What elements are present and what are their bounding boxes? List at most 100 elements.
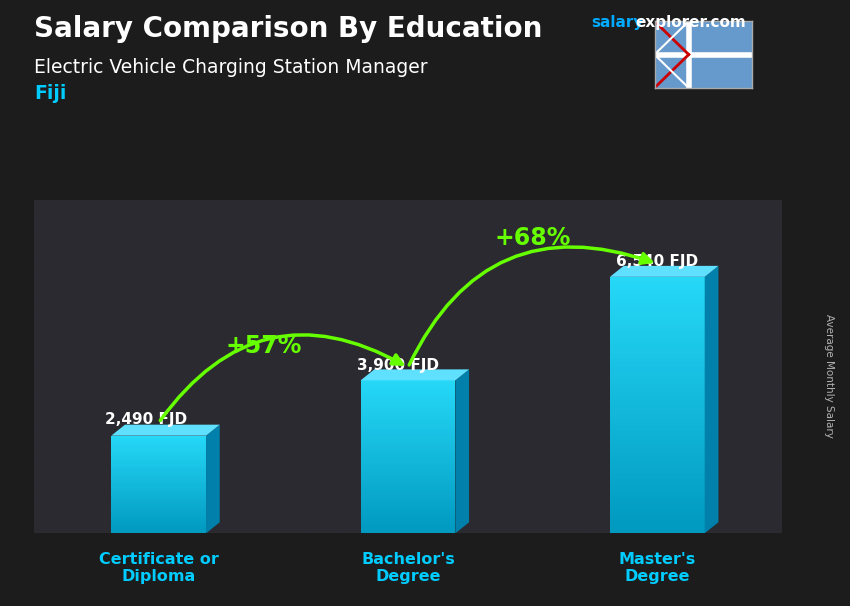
- Text: Average Monthly Salary: Average Monthly Salary: [824, 314, 834, 438]
- Bar: [610, 529, 705, 533]
- Bar: [360, 525, 456, 528]
- Bar: [111, 455, 206, 457]
- Bar: [111, 467, 206, 468]
- Polygon shape: [456, 370, 469, 533]
- Bar: [360, 528, 456, 531]
- Bar: [610, 298, 705, 302]
- Bar: [111, 517, 206, 519]
- Bar: [610, 456, 705, 461]
- Bar: [360, 403, 456, 406]
- Bar: [360, 441, 456, 444]
- Bar: [610, 435, 705, 439]
- Bar: [111, 468, 206, 470]
- Bar: [610, 413, 705, 418]
- Bar: [610, 281, 705, 285]
- Bar: [610, 521, 705, 525]
- Bar: [111, 478, 206, 479]
- Bar: [610, 401, 705, 405]
- Bar: [360, 424, 456, 426]
- Bar: [360, 508, 456, 510]
- Bar: [360, 515, 456, 518]
- Bar: [610, 324, 705, 328]
- Text: 3,900 FJD: 3,900 FJD: [357, 358, 439, 373]
- Bar: [360, 426, 456, 429]
- Bar: [610, 431, 705, 435]
- Bar: [360, 487, 456, 490]
- Bar: [111, 445, 206, 447]
- Text: explorer.com: explorer.com: [636, 15, 746, 30]
- Bar: [111, 473, 206, 474]
- Bar: [610, 418, 705, 422]
- Bar: [111, 439, 206, 441]
- Bar: [360, 464, 456, 467]
- Bar: [111, 479, 206, 481]
- Polygon shape: [111, 425, 220, 436]
- Bar: [610, 503, 705, 508]
- Bar: [360, 510, 456, 513]
- Bar: [360, 406, 456, 408]
- Bar: [610, 302, 705, 307]
- Bar: [360, 390, 456, 393]
- Bar: [111, 441, 206, 442]
- Bar: [111, 452, 206, 453]
- Text: Salary Comparison By Education: Salary Comparison By Education: [34, 15, 542, 43]
- Bar: [360, 518, 456, 521]
- Bar: [360, 454, 456, 457]
- Bar: [111, 450, 206, 452]
- Bar: [610, 396, 705, 401]
- Bar: [360, 398, 456, 401]
- Bar: [610, 388, 705, 392]
- Bar: [610, 448, 705, 452]
- Bar: [111, 442, 206, 444]
- Bar: [360, 521, 456, 523]
- Bar: [610, 285, 705, 290]
- Bar: [111, 447, 206, 448]
- Bar: [610, 525, 705, 529]
- Bar: [360, 457, 456, 459]
- Bar: [111, 527, 206, 528]
- Bar: [111, 448, 206, 450]
- Bar: [360, 495, 456, 498]
- Bar: [610, 482, 705, 486]
- Bar: [610, 332, 705, 337]
- Bar: [111, 484, 206, 486]
- Bar: [610, 358, 705, 362]
- Bar: [111, 444, 206, 445]
- Bar: [610, 319, 705, 324]
- Bar: [610, 465, 705, 469]
- Bar: [610, 328, 705, 333]
- Bar: [111, 530, 206, 531]
- Bar: [111, 483, 206, 484]
- Bar: [610, 392, 705, 396]
- Bar: [111, 520, 206, 522]
- Bar: [111, 481, 206, 483]
- Bar: [111, 510, 206, 512]
- Bar: [360, 505, 456, 508]
- Bar: [610, 311, 705, 315]
- Bar: [610, 494, 705, 499]
- Bar: [610, 277, 705, 281]
- Bar: [360, 482, 456, 485]
- Bar: [111, 504, 206, 505]
- Bar: [610, 439, 705, 444]
- Bar: [111, 507, 206, 509]
- Bar: [111, 531, 206, 533]
- Polygon shape: [705, 266, 718, 533]
- Text: +57%: +57%: [225, 334, 302, 358]
- Bar: [360, 462, 456, 464]
- Bar: [610, 336, 705, 341]
- Bar: [360, 428, 456, 431]
- Bar: [111, 458, 206, 460]
- Bar: [111, 501, 206, 502]
- Bar: [111, 494, 206, 496]
- Bar: [610, 452, 705, 456]
- Bar: [111, 436, 206, 438]
- Bar: [610, 315, 705, 319]
- Bar: [610, 345, 705, 350]
- Bar: [111, 460, 206, 462]
- Text: +68%: +68%: [495, 227, 571, 250]
- Bar: [610, 379, 705, 384]
- Bar: [610, 444, 705, 448]
- Bar: [360, 408, 456, 411]
- Bar: [111, 470, 206, 471]
